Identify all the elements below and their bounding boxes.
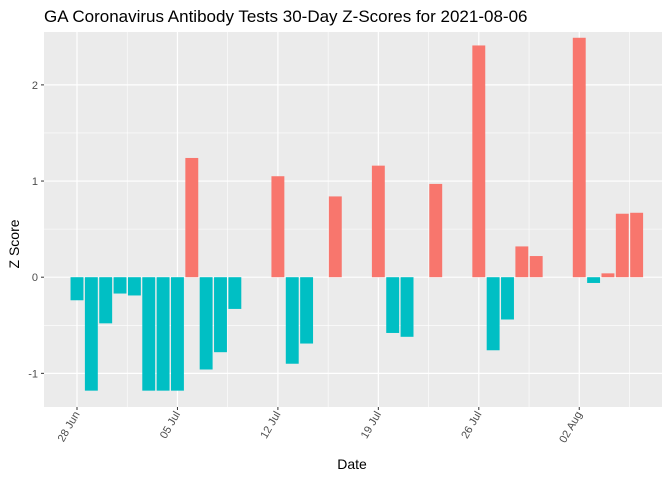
y-tick-label: 2 [32, 80, 38, 92]
bar [515, 246, 529, 278]
bar [170, 277, 184, 391]
x-tick-label: 05 Jul [158, 410, 183, 441]
bar [285, 277, 299, 364]
y-axis: -1 0 1 2 [28, 80, 44, 380]
bar [228, 277, 242, 309]
x-axis-title: Date [337, 456, 367, 472]
bar [615, 213, 629, 278]
bar [371, 165, 385, 278]
chart-title: GA Coronavirus Antibody Tests 30-Day Z-S… [44, 7, 527, 26]
y-tick-label: -1 [28, 368, 38, 380]
bar [70, 277, 84, 301]
y-axis-title: Z Score [6, 219, 22, 268]
bar [630, 212, 644, 278]
bar [199, 277, 213, 370]
bar [501, 277, 514, 320]
bar [300, 277, 314, 344]
x-tick-label: 26 Jul [459, 410, 484, 441]
bar [472, 45, 486, 278]
x-tick-label: 12 Jul [258, 410, 283, 441]
x-axis: 28 Jun 05 Jul 12 Jul 19 Jul 26 Jul 02 Aug [56, 407, 585, 445]
y-tick-label: 1 [32, 176, 38, 188]
bar [529, 256, 543, 278]
bar [185, 157, 199, 278]
bar [113, 277, 127, 294]
x-tick-label: 28 Jun [56, 410, 83, 445]
bar [486, 277, 500, 351]
bar [214, 277, 227, 353]
bar [328, 196, 342, 278]
bar [84, 277, 98, 391]
plot-panel [44, 32, 662, 407]
bar [99, 277, 113, 324]
bar [400, 277, 414, 337]
bar [156, 277, 170, 391]
y-tick-label: 0 [32, 272, 38, 284]
bar [587, 277, 601, 283]
bar [127, 277, 141, 296]
minor-gridlines [44, 32, 662, 407]
bar [386, 277, 400, 333]
bar [572, 37, 586, 278]
bar [601, 273, 615, 278]
x-tick-label: 02 Aug [557, 410, 585, 446]
bar [271, 176, 285, 278]
bars [70, 37, 644, 391]
bar [429, 183, 443, 278]
x-tick-label: 19 Jul [359, 410, 384, 441]
bar [142, 277, 156, 391]
